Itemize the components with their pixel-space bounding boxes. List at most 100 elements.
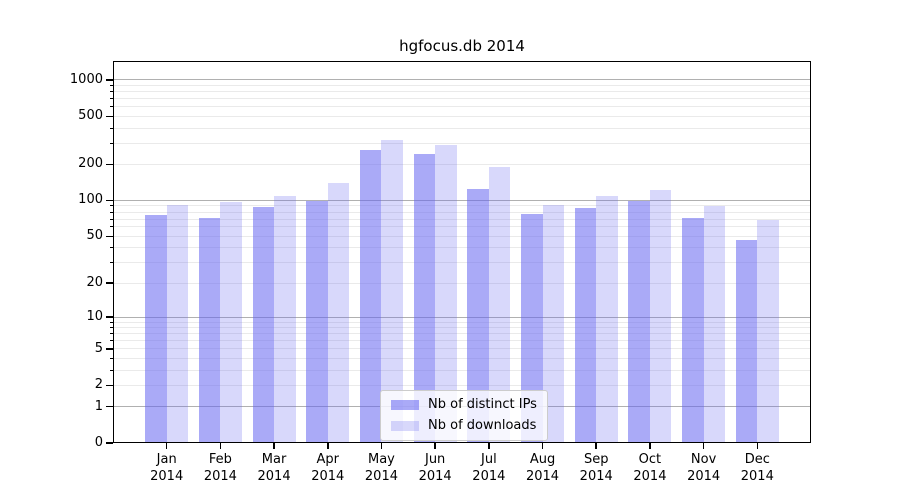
- gridline-minor-2: [113, 384, 811, 386]
- y-minor-tickmark-6: [109, 340, 113, 342]
- x-tick-year-aug: 2014: [525, 469, 560, 484]
- x-tick-year-apr: 2014: [311, 469, 345, 484]
- y-minor-tickmark-600: [109, 106, 113, 108]
- bar-distinct-ips-sep: [574, 207, 597, 443]
- bar-downloads-apr: [327, 183, 350, 443]
- x-tickmark-sep: [595, 443, 597, 449]
- plot-area: Nb of distinct IPs Nb of downloads: [113, 61, 811, 443]
- y-tickmark-1000: [106, 79, 113, 81]
- y-minor-tickmark-300: [109, 142, 113, 144]
- gridline-minor-20: [113, 282, 811, 284]
- x-tick-month-jul: Jul: [481, 452, 497, 467]
- gridline-major-100: [113, 200, 811, 201]
- bar-downloads-jun: [435, 144, 457, 443]
- legend: Nb of distinct IPs Nb of downloads: [380, 390, 548, 441]
- y-minor-tickmark-8: [109, 327, 113, 329]
- x-tickmark-oct: [649, 443, 651, 449]
- gridline-minor-300: [113, 142, 811, 144]
- y-tickmark-200: [106, 163, 113, 166]
- y-tick-label-5: 5: [94, 340, 103, 356]
- x-tick-year-mar: 2014: [257, 469, 291, 484]
- y-minor-tickmark-80: [109, 211, 113, 213]
- legend-row-downloads: Nb of downloads: [391, 418, 537, 434]
- y-minor-tickmark-90: [109, 205, 113, 207]
- gridline-minor-90: [113, 205, 811, 207]
- x-tick-month-mar: Mar: [261, 452, 287, 467]
- y-tick-label-2: 2: [94, 377, 103, 393]
- x-tickmark-nov: [702, 443, 705, 449]
- y-tick-label-50: 50: [86, 228, 103, 244]
- y-tick-label-100: 100: [78, 192, 103, 208]
- bar-downloads-mar: [274, 195, 296, 443]
- x-tick-year-nov: 2014: [687, 469, 721, 484]
- x-tick-year-oct: 2014: [633, 469, 667, 484]
- y-tickmark-1: [106, 405, 113, 408]
- gridline-minor-5: [113, 348, 811, 350]
- y-minor-tickmark-700: [109, 98, 113, 100]
- bar-distinct-ips-jun: [413, 154, 436, 443]
- x-tickmark-mar: [273, 443, 275, 449]
- x-tick-month-oct: Oct: [638, 452, 662, 467]
- y-minor-tickmark-70: [109, 218, 113, 220]
- bar-downloads-aug: [542, 204, 565, 443]
- legend-row-distinct-ips: Nb of distinct IPs: [391, 397, 537, 413]
- y-tickmark-20: [106, 282, 113, 284]
- bar-downloads-jan: [166, 204, 189, 443]
- x-tick-month-sep: Sep: [583, 452, 609, 467]
- bar-distinct-ips-mar: [252, 206, 275, 443]
- gridline-minor-6: [113, 340, 811, 342]
- bar-distinct-ips-jan: [145, 214, 167, 443]
- y-minor-tickmark-400: [109, 127, 113, 129]
- y-tick-label-10: 10: [86, 308, 103, 324]
- y-minor-tickmark-3: [109, 369, 113, 371]
- y-minor-tickmark-800: [109, 91, 113, 93]
- x-tickmark-jan: [165, 443, 168, 449]
- x-tick-month-feb: Feb: [208, 452, 232, 467]
- legend-label-distinct-ips: Nb of distinct IPs: [428, 397, 537, 412]
- y-tickmark-50: [106, 235, 113, 238]
- y-tick-label-500: 500: [78, 108, 103, 124]
- bar-downloads-may: [381, 140, 403, 443]
- y-tick-label-200: 200: [78, 156, 103, 172]
- gridline-minor-900: [113, 85, 811, 86]
- x-tickmark-aug: [541, 443, 544, 449]
- bar-distinct-ips-apr: [306, 200, 328, 443]
- gridline-minor-80: [113, 211, 811, 213]
- y-minor-tickmark-7: [109, 333, 113, 335]
- bar-distinct-ips-may: [359, 150, 382, 443]
- y-tick-label-0: 0: [94, 435, 103, 450]
- gridline-minor-60: [113, 226, 811, 228]
- x-tick-year-dec: 2014: [740, 469, 774, 484]
- y-tick-label-20: 20: [86, 275, 103, 291]
- x-tick-month-may: May: [368, 452, 395, 467]
- x-tick-year-jun: 2014: [418, 469, 452, 484]
- y-tickmark-100: [106, 199, 113, 202]
- x-tick-year-may: 2014: [364, 469, 398, 484]
- x-tickmark-may: [380, 443, 383, 449]
- gridline-major-10: [113, 316, 811, 318]
- x-tickmark-jun: [434, 443, 436, 449]
- gridline-minor-800: [113, 91, 811, 93]
- bar-distinct-ips-nov: [682, 217, 704, 443]
- gridline-minor-50: [113, 235, 811, 237]
- bar-downloads-nov: [703, 205, 726, 443]
- bar-distinct-ips-jul: [467, 189, 489, 443]
- y-minor-tickmark-900: [109, 84, 113, 86]
- legend-swatch-downloads: [391, 421, 419, 431]
- x-tick-month-nov: Nov: [690, 452, 717, 467]
- y-minor-tickmark-4: [109, 357, 113, 359]
- y-tickmark-5: [106, 348, 113, 350]
- gridline-minor-4: [113, 357, 811, 359]
- gridline-minor-200: [113, 163, 811, 165]
- gridline-minor-30: [113, 262, 811, 264]
- x-tick-month-jun: Jun: [424, 452, 446, 467]
- gridline-minor-9: [113, 321, 811, 323]
- gridline-minor-8: [113, 327, 811, 329]
- x-tick-year-feb: 2014: [203, 469, 237, 484]
- gridline-minor-70: [113, 218, 811, 220]
- x-tick-year-sep: 2014: [579, 469, 613, 484]
- bar-distinct-ips-oct: [628, 200, 650, 443]
- y-tickmark-2: [106, 384, 113, 387]
- y-tick-label-1: 1: [94, 398, 103, 414]
- x-tick-year-jan: 2014: [150, 469, 184, 484]
